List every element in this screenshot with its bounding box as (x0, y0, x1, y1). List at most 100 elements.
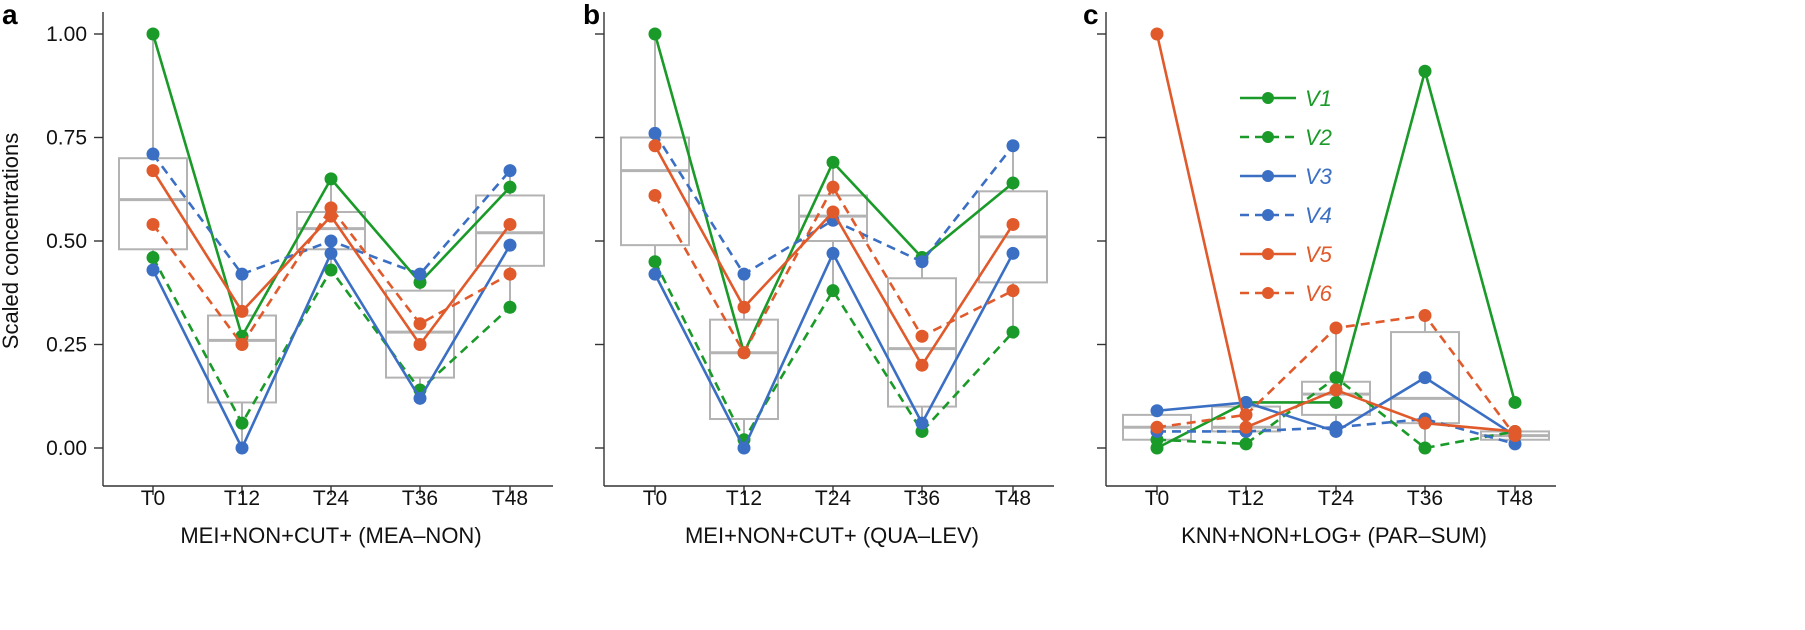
data-point-v4 (235, 267, 249, 281)
data-point-v5 (915, 358, 929, 372)
panel-letter-a: a (2, 0, 18, 30)
data-point-v5 (1329, 383, 1343, 397)
x-tick-label: T36 (904, 487, 940, 510)
data-point-v3 (1006, 246, 1020, 260)
box-iqr (207, 314, 277, 404)
data-point-v3 (413, 391, 427, 405)
data-point-v6 (146, 217, 160, 231)
data-point-v2 (324, 263, 338, 277)
x-tick-label: T24 (1318, 487, 1355, 510)
y-tick-label: 0.50 (46, 230, 87, 253)
y-axis-label: Scaled concentrations (0, 133, 23, 349)
data-point-v3 (737, 441, 751, 455)
data-point-v6 (1239, 408, 1253, 422)
legend-label-v6: V6 (1305, 281, 1333, 306)
data-point-v5 (413, 338, 427, 351)
data-point-v5 (737, 300, 751, 314)
data-point-v3 (648, 267, 662, 281)
data-point-v6 (324, 201, 338, 215)
boxplot (978, 145, 1048, 333)
legend-marker-v1 (1262, 92, 1274, 104)
data-point-v6 (1150, 420, 1164, 434)
data-point-v5 (235, 304, 249, 318)
legend-marker-v3 (1262, 170, 1274, 182)
data-point-v2 (1239, 437, 1253, 451)
legend-marker-v2 (1262, 131, 1274, 143)
legend-label-v3: V3 (1305, 164, 1333, 189)
data-point-v6 (826, 180, 840, 194)
legend-label-v1: V1 (1305, 86, 1332, 111)
panel-c: c T0 T12 T24 T36 T48 KNN+NON+LOG+ (PAR–SUM) (1083, 0, 1556, 548)
data-point-v2 (1006, 325, 1020, 339)
data-point-v3 (235, 441, 249, 455)
x-tick-label: T24 (313, 487, 350, 510)
box-iqr (887, 277, 957, 408)
x-tick-label: T12 (1228, 487, 1264, 510)
data-point-v3 (1239, 395, 1253, 409)
x-axis-label: MEI+NON+CUT+ (MEA–NON) (180, 523, 481, 548)
data-point-v1 (648, 27, 662, 41)
data-point-v2 (235, 416, 249, 430)
legend-marker-v6 (1262, 287, 1274, 299)
data-point-v3 (915, 416, 929, 430)
data-point-v4 (1006, 139, 1020, 153)
panel-b: b T0 T12 T24 T36 T48 MEI+NON+CUT+ (QUA–LEV) (583, 0, 1054, 548)
data-point-v5 (826, 205, 840, 219)
data-point-v5 (1006, 217, 1020, 231)
panel-letter-b: b (583, 0, 600, 30)
data-point-v1 (826, 155, 840, 169)
data-point-v3 (1418, 371, 1432, 385)
data-point-v6 (648, 188, 662, 202)
legend-label-v2: V2 (1305, 125, 1332, 150)
x-tick-label: T36 (1407, 487, 1443, 510)
data-point-v2 (648, 255, 662, 269)
data-point-v3 (146, 263, 160, 277)
x-tick-label: T0 (1145, 487, 1170, 510)
data-point-v6 (503, 267, 517, 281)
data-point-v1 (324, 172, 338, 186)
legend-marker-v5 (1262, 248, 1274, 260)
legend: V1 V2 V3 V4 V5 V6 (1240, 86, 1333, 306)
data-point-v4 (915, 255, 929, 269)
data-point-v6 (737, 346, 751, 360)
panel-letter-c: c (1083, 0, 1099, 30)
data-point-v2 (1418, 441, 1432, 455)
data-point-v5 (1239, 420, 1253, 434)
x-tick-label: T48 (995, 487, 1031, 510)
data-point-v6 (1329, 321, 1343, 335)
x-tick-label: T48 (1497, 487, 1533, 510)
x-tick-label: T12 (224, 487, 260, 510)
box-iqr (475, 194, 545, 267)
data-point-v6 (915, 329, 929, 343)
legend-label-v5: V5 (1305, 242, 1333, 267)
data-point-v4 (503, 164, 517, 178)
data-point-v6 (235, 338, 249, 351)
data-point-v4 (737, 267, 751, 281)
data-point-v2 (503, 300, 517, 314)
legend-label-v4: V4 (1305, 203, 1332, 228)
data-point-v3 (503, 238, 517, 252)
panel-a: a 0.00 0.25 0.50 0.75 1.00 T0 T12 T24 T36 T48 MEI+N… (2, 0, 553, 548)
x-tick-label: T0 (141, 487, 166, 510)
data-point-v1 (1508, 395, 1522, 409)
data-point-v4 (324, 234, 338, 248)
data-point-v4 (413, 267, 427, 281)
box-iqr (798, 194, 868, 243)
data-point-v1 (146, 27, 160, 41)
y-tick-label: 0.25 (46, 334, 87, 357)
data-point-v5 (1418, 416, 1432, 430)
x-tick-label: T0 (643, 487, 668, 510)
data-point-v2 (146, 251, 160, 265)
data-point-v1 (1329, 395, 1343, 409)
data-point-v3 (1150, 404, 1164, 418)
legend-marker-v4 (1262, 209, 1274, 221)
data-point-v1 (1418, 64, 1432, 78)
x-tick-label: T24 (815, 487, 852, 510)
data-point-v6 (413, 317, 427, 331)
data-point-v1 (503, 180, 517, 194)
data-point-v2 (826, 284, 840, 298)
data-point-v3 (324, 246, 338, 260)
series-line-v2 (151, 256, 511, 425)
data-point-v4 (1329, 420, 1343, 434)
